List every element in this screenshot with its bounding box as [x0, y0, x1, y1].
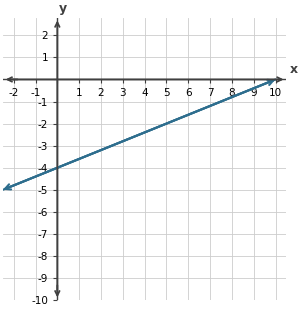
Text: x: x: [290, 63, 298, 76]
Text: y: y: [59, 2, 67, 15]
